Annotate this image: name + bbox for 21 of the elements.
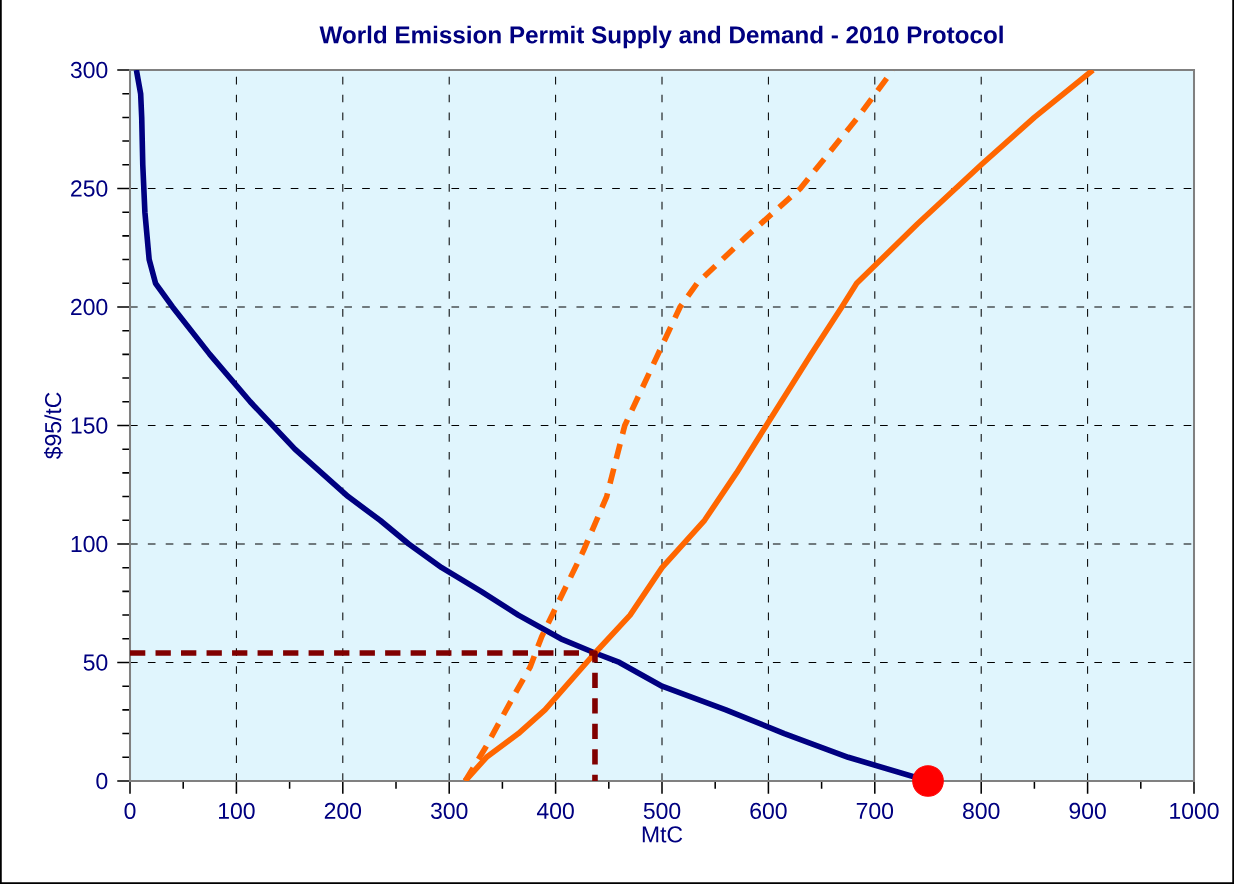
x-tick-label: 200 <box>324 802 362 820</box>
y-tick-label: 200 <box>71 298 108 316</box>
y-tick-label: 300 <box>70 61 108 79</box>
y-tick-label: 50 <box>83 654 108 671</box>
y-tick-label: 150 <box>71 417 108 434</box>
y-axis-title: $95/tC <box>44 392 63 460</box>
y-tick-label: 250 <box>71 180 108 197</box>
x-tick-label: 900 <box>1069 802 1106 820</box>
chart-title: World Emission Permit Supply and Demand - 2010 Protocol <box>319 25 1003 49</box>
x-tick-label: 0 <box>124 802 136 820</box>
x-tick-label: 400 <box>536 802 574 820</box>
x-tick-label: 100 <box>219 802 255 820</box>
x-tick-label: 300 <box>430 802 468 820</box>
x-tick-label: 600 <box>750 802 787 820</box>
y-tick-label: 100 <box>71 535 108 553</box>
x-axis-title: MtC <box>642 826 683 843</box>
x-tick-label: 800 <box>963 802 1000 820</box>
x-tick-label: 500 <box>643 802 681 820</box>
x-tick-label: 1000 <box>1170 802 1219 820</box>
x-tick-label: 700 <box>856 802 894 820</box>
y-tick-label: 0 <box>96 772 108 790</box>
